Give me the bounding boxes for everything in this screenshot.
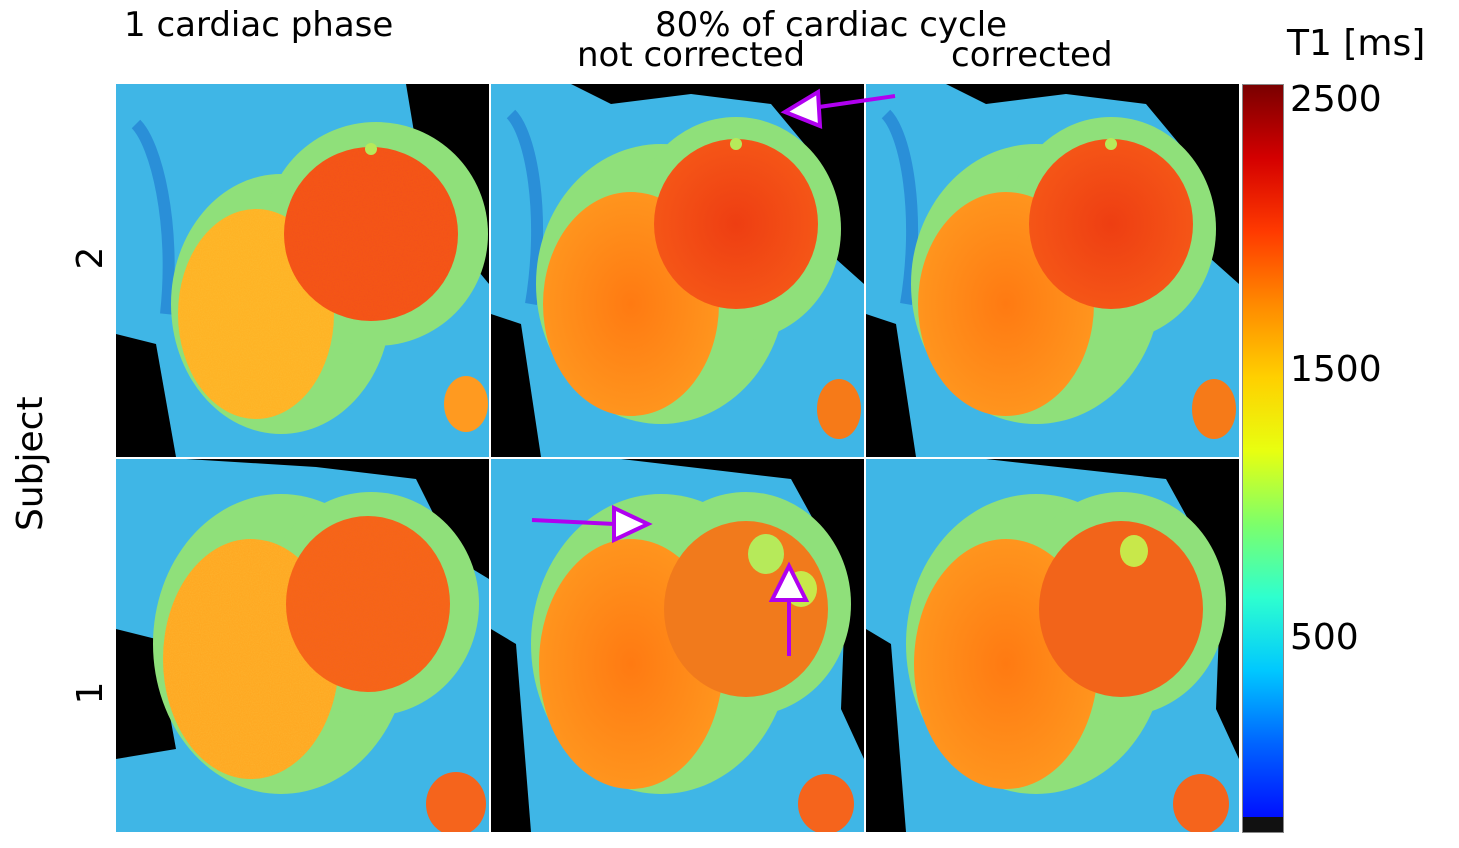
colorbar-tick-2500: 2500 xyxy=(1290,79,1382,120)
image-subject2-corrected xyxy=(866,84,1239,457)
colorbar-tick-500: 500 xyxy=(1290,617,1359,658)
row-label-subject-1: 1 xyxy=(70,681,111,705)
image-subject2-single-phase xyxy=(116,84,489,457)
arrow-left-icon xyxy=(531,504,653,544)
image-subject1-single-phase xyxy=(116,459,489,832)
image-subject1-not-corrected xyxy=(491,459,864,832)
header-80-percent-cycle: 80% of cardiac cycle xyxy=(655,5,1008,45)
header-not-corrected: not corrected xyxy=(577,35,806,75)
header-one-cardiac-phase: 1 cardiac phase xyxy=(124,5,394,45)
colorbar-tick-1500: 1500 xyxy=(1290,349,1382,390)
row-axis-label-subject: Subject xyxy=(10,396,51,531)
header-corrected: corrected xyxy=(951,35,1113,75)
image-subject1-corrected xyxy=(866,459,1239,832)
colorbar-title: T1 [ms] xyxy=(1287,23,1426,64)
arrow-up-icon xyxy=(768,561,810,656)
t1-colorbar xyxy=(1242,84,1284,833)
arrow-top-icon xyxy=(780,88,896,130)
row-label-subject-2: 2 xyxy=(70,246,111,270)
